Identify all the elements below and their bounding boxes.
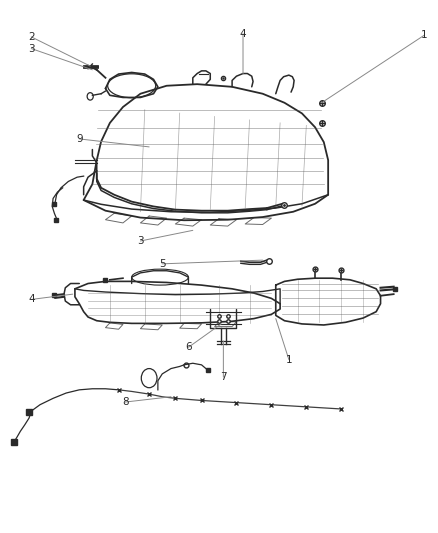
Text: 3: 3 (137, 236, 144, 246)
Text: 1: 1 (286, 354, 292, 365)
Text: 9: 9 (76, 134, 83, 144)
Text: 1: 1 (421, 30, 427, 41)
Text: 4: 4 (240, 29, 246, 39)
Text: 3: 3 (28, 44, 35, 53)
Text: 7: 7 (220, 372, 227, 382)
Text: 2: 2 (28, 32, 35, 42)
Text: 8: 8 (122, 397, 128, 407)
Text: 6: 6 (185, 342, 192, 352)
Text: 4: 4 (28, 294, 35, 304)
Text: 5: 5 (159, 259, 166, 269)
